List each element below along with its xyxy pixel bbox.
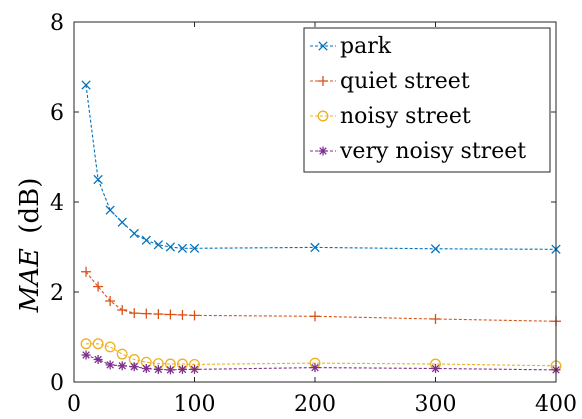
legend-marker (318, 41, 328, 51)
y-axis-label-unit: (dB) (15, 178, 45, 234)
y-tick-label: 8 (50, 11, 64, 36)
legend-label: very noisy street (339, 139, 526, 164)
data-point (310, 242, 320, 253)
legend-marker (317, 110, 329, 122)
data-point (189, 243, 200, 254)
data-point (92, 338, 104, 350)
y-axis-label-quantity: MAE (15, 248, 45, 313)
legend-marker (318, 146, 328, 156)
legend-entry: noisy street (310, 104, 471, 129)
data-point (81, 80, 91, 90)
legend-entry: park (310, 34, 392, 59)
data-point (153, 364, 163, 374)
x-tick-label: 0 (67, 392, 81, 417)
y-axis-label: MAE (dB) (15, 178, 45, 314)
data-point (105, 296, 116, 306)
data-point (177, 243, 188, 254)
legend-entry: very noisy street (310, 139, 526, 164)
data-point (129, 228, 139, 239)
legend: park quiet street noisy street very noisy s… (303, 27, 551, 173)
y-tick-label: 6 (50, 101, 64, 126)
data-point (189, 310, 200, 321)
data-point (117, 217, 127, 227)
x-tick-label: 400 (535, 392, 577, 417)
x-tick-label: 200 (294, 392, 336, 417)
data-point (431, 364, 440, 373)
data-point (93, 355, 103, 364)
data-point (129, 308, 140, 319)
legend-label: noisy street (340, 104, 471, 129)
data-point (93, 281, 104, 292)
x-tick-label: 300 (415, 392, 457, 417)
data-point (165, 309, 176, 320)
data-point (165, 242, 176, 252)
legend-label: quiet street (340, 69, 470, 94)
x-tick-label: 100 (174, 392, 216, 417)
data-point (141, 235, 151, 245)
series-line (86, 343, 557, 367)
y-tick-label: 0 (50, 371, 64, 396)
data-point (80, 338, 92, 350)
data-point (165, 365, 175, 375)
data-point (153, 309, 164, 320)
y-tick-label: 2 (50, 281, 64, 306)
data-point (105, 360, 115, 370)
data-point (116, 348, 128, 360)
data-point (129, 362, 139, 372)
data-point (93, 174, 103, 185)
legend-marker (318, 76, 328, 86)
data-point (141, 308, 152, 319)
data-point (190, 364, 199, 374)
axes: 0 100 200 300 400 0 2 4 6 8 (50, 11, 577, 417)
data-point (153, 240, 164, 250)
legend-box (303, 27, 551, 173)
data-point (105, 205, 115, 215)
series-park (81, 80, 561, 254)
data-point (310, 311, 320, 322)
data-point (430, 314, 441, 324)
data-point (177, 364, 187, 374)
legend-entry: quiet street (310, 69, 470, 94)
data-point (81, 350, 91, 360)
data-point (310, 363, 320, 373)
data-point (104, 341, 116, 353)
data-point (430, 244, 441, 254)
y-tick-label: 4 (50, 191, 64, 216)
data-point (177, 309, 188, 320)
data-point (81, 266, 92, 277)
data-point (117, 305, 128, 315)
series-noisy-street (80, 338, 562, 372)
series-quiet-street (81, 266, 561, 327)
data-point (141, 364, 151, 373)
data-point (117, 361, 127, 371)
legend-label: park (340, 34, 392, 59)
